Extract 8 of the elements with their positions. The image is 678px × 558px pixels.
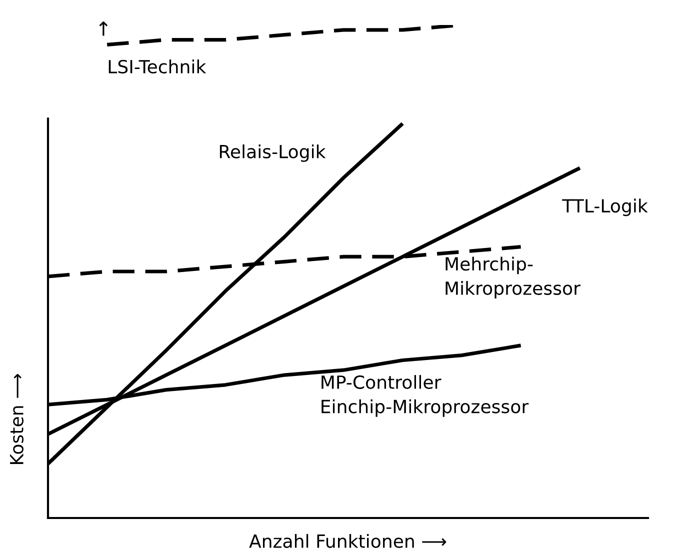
series-label: Mehrchip- Mikroprozessor	[446, 256, 580, 299]
series-label: Relais-Logik	[220, 144, 326, 162]
series-label: TTL-Logik	[562, 198, 648, 216]
x-axis-title: Anzahl Funktionen ⟶	[249, 534, 446, 548]
y-axis-title: Kosten ⟶	[10, 374, 24, 464]
series-label: LSI-Technik	[108, 60, 206, 74]
annotation: ↑	[99, 22, 108, 36]
series-label: MP-Controller Einchip-Mikroprozessor	[322, 375, 529, 417]
